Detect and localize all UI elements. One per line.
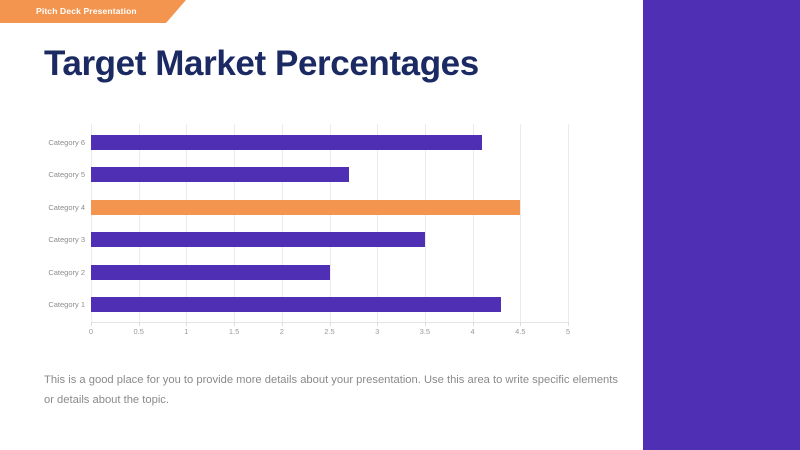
x-tick-mark bbox=[377, 322, 379, 326]
gridline bbox=[520, 124, 522, 322]
category-label-wrap: Category 3 bbox=[0, 235, 85, 245]
x-tick-label: 4.5 bbox=[515, 327, 526, 336]
x-tick-label: 0.5 bbox=[133, 327, 144, 336]
x-tick-label: 3 bbox=[375, 327, 380, 336]
gridline bbox=[281, 124, 283, 322]
gridline bbox=[329, 124, 331, 322]
gridline bbox=[424, 124, 426, 322]
ribbon-tab bbox=[0, 0, 186, 23]
x-tick-label: 2 bbox=[279, 327, 284, 336]
x-tick-mark bbox=[138, 322, 140, 326]
gridline bbox=[138, 124, 140, 322]
right-accent-panel bbox=[643, 0, 800, 450]
body-paragraph: This is a good place for you to provide … bbox=[44, 374, 618, 406]
gridline bbox=[472, 124, 474, 322]
x-tick-label: 1.5 bbox=[228, 327, 240, 336]
chart-gridlines bbox=[91, 124, 569, 322]
x-tick-label: 4 bbox=[470, 327, 475, 336]
bar-chart: 0 0.5 1 1.5 2 2.5 3 3.5 4 4.5 5 Category 6 Category… bbox=[0, 124, 571, 336]
bar-category-6[interactable] bbox=[91, 135, 483, 150]
gridline bbox=[186, 124, 188, 322]
x-tick-mark bbox=[568, 322, 569, 326]
category-label: Category 6 bbox=[48, 138, 85, 147]
bar-category-4[interactable] bbox=[91, 199, 521, 215]
x-tick-label: 0 bbox=[88, 327, 94, 336]
x-tick-label: 5 bbox=[565, 327, 571, 336]
category-label-wrap: Category 2 bbox=[0, 268, 85, 278]
category-label: Category 4 bbox=[48, 202, 85, 212]
x-tick-mark bbox=[234, 322, 236, 326]
x-tick-mark bbox=[472, 322, 474, 326]
x-tick-mark bbox=[520, 322, 522, 326]
bar-category-2[interactable] bbox=[91, 264, 330, 280]
x-tick-label: 3.5 bbox=[419, 327, 431, 336]
bar-category-3[interactable] bbox=[91, 232, 425, 248]
bar-category-1[interactable] bbox=[91, 297, 502, 312]
gridline bbox=[91, 124, 92, 322]
x-tick-mark bbox=[424, 322, 426, 326]
category-label-wrap: Category 6 bbox=[0, 138, 85, 148]
gridline bbox=[234, 124, 236, 322]
page-title: Target Market Percentages bbox=[44, 44, 479, 83]
x-tick-mark bbox=[91, 322, 92, 326]
category-label: Category 2 bbox=[48, 267, 85, 277]
bar-category-5[interactable] bbox=[91, 167, 349, 183]
ribbon-label: Pitch Deck Presentation bbox=[36, 6, 137, 16]
gridline bbox=[568, 124, 569, 322]
x-tick-mark bbox=[186, 322, 188, 326]
category-label: Category 5 bbox=[48, 170, 85, 180]
category-label: Category 1 bbox=[48, 300, 85, 309]
x-tick-mark bbox=[281, 322, 283, 326]
category-label-wrap: Category 4 bbox=[0, 203, 85, 213]
category-label-wrap: Category 1 bbox=[0, 300, 85, 310]
x-tick-label: 1 bbox=[184, 327, 189, 336]
category-label-wrap: Category 5 bbox=[0, 170, 85, 180]
category-label: Category 3 bbox=[48, 235, 85, 245]
x-tick-mark bbox=[329, 322, 331, 326]
x-tick-label: 2.5 bbox=[324, 327, 335, 336]
gridline bbox=[377, 124, 379, 322]
